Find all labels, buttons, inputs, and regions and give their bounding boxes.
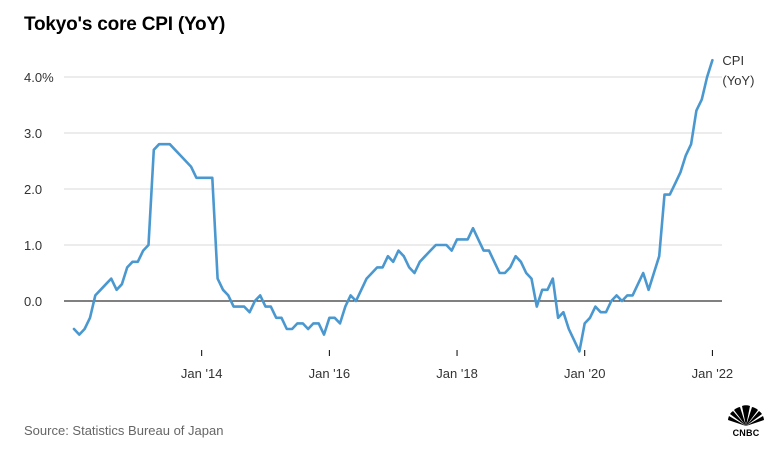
source-note: Source: Statistics Bureau of Japan (24, 423, 224, 438)
series-label-line: CPI (722, 53, 744, 68)
y-tick-label: 3.0 (24, 126, 42, 141)
x-tick-label: Jan '20 (564, 366, 606, 381)
y-axis-tick-labels: 0.0 1.0 2.0 3.0 4.0% (24, 70, 54, 309)
y-tick-label: 2.0 (24, 182, 42, 197)
x-axis-ticks: Jan '14 Jan '16 Jan '18 Jan '20 Jan '22 (181, 350, 733, 381)
cnbc-peacock-logo-icon (728, 405, 764, 426)
series-label-group: CPI (YoY) (722, 53, 754, 88)
x-tick-label: Jan '16 (309, 366, 351, 381)
series-group (72, 58, 714, 353)
series-label-line: (YoY) (722, 73, 754, 88)
chart-title: Tokyo's core CPI (YoY) (24, 14, 226, 35)
y-tick-label: 1.0 (24, 238, 42, 253)
cnbc-logo-text: CNBC (732, 428, 760, 438)
y-tick-label: 0.0 (24, 294, 42, 309)
x-tick-label: Jan '22 (692, 366, 734, 381)
x-tick-label: Jan '18 (436, 366, 478, 381)
y-tick-label: 4.0% (24, 70, 54, 85)
grid-lines (64, 76, 722, 302)
x-tick-label: Jan '14 (181, 366, 223, 381)
series-line-cpi (72, 58, 714, 353)
